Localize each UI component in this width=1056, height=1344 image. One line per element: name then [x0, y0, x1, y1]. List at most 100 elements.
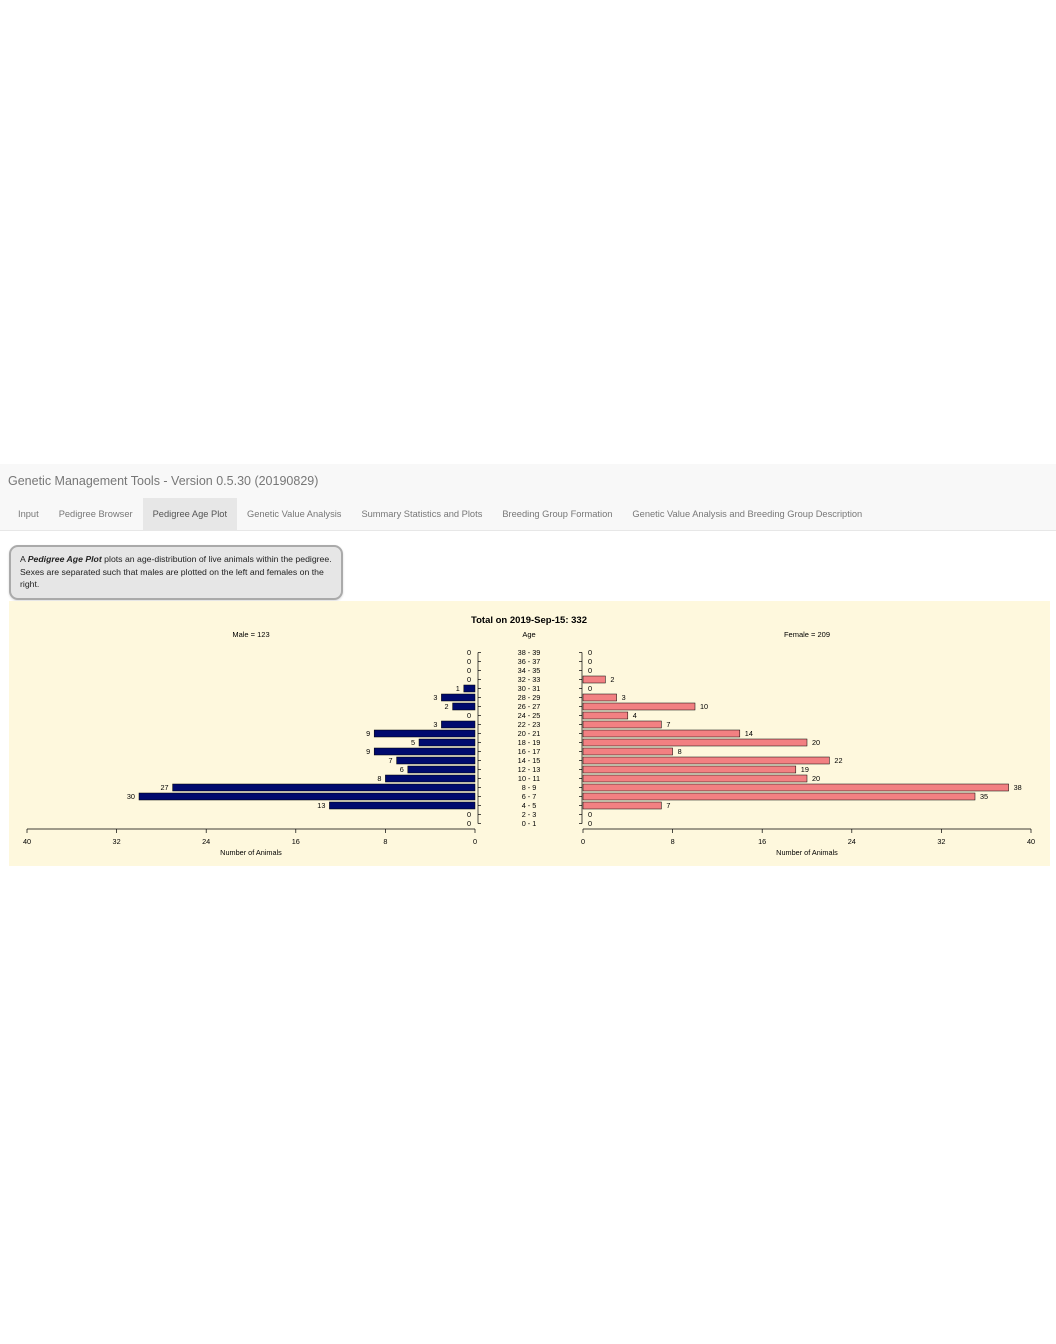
info-emphasis: Pedigree Age Plot	[27, 554, 102, 564]
age-tick-label: 0 - 1	[522, 819, 537, 828]
female-data-label: 0	[588, 648, 592, 657]
male-bar	[385, 774, 476, 783]
age-tick-label: 10 - 11	[518, 774, 540, 783]
female-bar	[582, 711, 629, 720]
male-bar	[441, 693, 476, 702]
tab-input[interactable]: Input	[18, 509, 39, 519]
female-series-label: Female = 209	[784, 630, 830, 639]
female-bar	[582, 747, 673, 756]
male-bar	[373, 747, 476, 756]
female-x-tick-label: 16	[758, 837, 766, 846]
female-data-label: 0	[588, 684, 592, 693]
male-data-label: 0	[467, 675, 471, 684]
tab-gva-breeding-group-description[interactable]: Genetic Value Analysis and Breeding Grou…	[632, 509, 863, 519]
female-data-label: 10	[700, 702, 708, 711]
male-data-label: 0	[467, 648, 471, 657]
info-text: plots an age-distribution of live animal…	[20, 554, 332, 589]
female-data-label: 0	[588, 657, 592, 666]
female-data-label: 19	[801, 765, 809, 774]
female-data-label: 35	[980, 792, 988, 801]
male-data-label: 7	[389, 756, 393, 765]
female-x-tick-label: 0	[581, 837, 585, 846]
info-lead: A	[20, 554, 28, 564]
female-bar	[582, 765, 797, 774]
male-x-tick-label: 40	[23, 837, 31, 846]
tab-pedigree-browser[interactable]: Pedigree Browser	[58, 509, 133, 519]
age-tick-label: 16 - 17	[518, 747, 541, 756]
female-bar	[582, 801, 662, 810]
male-bar	[452, 702, 476, 711]
female-bar	[582, 783, 1009, 792]
age-tick-label: 32 - 33	[518, 675, 541, 684]
female-bar	[582, 693, 617, 702]
female-bar	[582, 792, 976, 801]
female-x-axis-label: Number of Animals	[776, 848, 838, 857]
male-bar	[418, 738, 476, 747]
age-tick-label: 6 - 7	[522, 792, 537, 801]
age-tick-label: 8 - 9	[522, 783, 537, 792]
female-data-label: 22	[834, 756, 842, 765]
age-axis-label: Age	[522, 630, 535, 639]
male-data-label: 6	[400, 765, 404, 774]
male-bar	[172, 783, 476, 792]
male-data-label: 1	[456, 684, 460, 693]
age-tick-label: 4 - 5	[522, 801, 537, 810]
male-data-label: 30	[127, 792, 135, 801]
female-data-label: 0	[588, 810, 592, 819]
male-x-tick-label: 16	[292, 837, 300, 846]
female-x-tick-label: 40	[1027, 837, 1035, 846]
male-data-label: 3	[433, 720, 437, 729]
male-bar	[138, 792, 476, 801]
female-x-tick-label: 24	[848, 837, 856, 846]
female-bar	[582, 720, 662, 729]
male-data-label: 5	[411, 738, 415, 747]
age-tick-label: 28 - 29	[518, 693, 541, 702]
male-x-tick-label: 0	[473, 837, 477, 846]
male-data-label: 3	[433, 693, 437, 702]
tab-summary-statistics[interactable]: Summary Statistics and Plots	[361, 509, 483, 519]
tab-bar: Input Pedigree Browser Pedigree Age Plot…	[8, 498, 872, 530]
female-x-tick-label: 32	[937, 837, 945, 846]
tab-breeding-group-formation[interactable]: Breeding Group Formation	[502, 509, 613, 519]
male-data-label: 2	[445, 702, 449, 711]
age-tick-label: 22 - 23	[518, 720, 541, 729]
age-tick-label: 2 - 3	[522, 810, 537, 819]
female-data-label: 0	[588, 819, 592, 828]
age-tick-label: 14 - 15	[518, 756, 541, 765]
navbar: Genetic Management Tools - Version 0.5.3…	[0, 464, 1056, 531]
age-tick-label: 18 - 19	[518, 738, 541, 747]
female-bar	[582, 675, 606, 684]
tab-pedigree-age-plot[interactable]: Pedigree Age Plot	[142, 498, 238, 530]
pedigree-age-plot: Total on 2019-Sep-15: 332 Male = 123 Femal…	[9, 601, 1050, 866]
female-bar	[582, 729, 741, 738]
female-data-label: 20	[812, 738, 820, 747]
female-bar	[582, 702, 696, 711]
tab-genetic-value-analysis[interactable]: Genetic Value Analysis	[247, 509, 342, 519]
male-data-label: 13	[317, 801, 325, 810]
female-bar	[582, 774, 808, 783]
male-data-label: 27	[160, 783, 168, 792]
chart-title: Total on 2019-Sep-15: 332	[471, 615, 587, 626]
pyramid-chart: Total on 2019-Sep-15: 332 Male = 123 Femal…	[23, 615, 1035, 857]
female-bar	[582, 738, 808, 747]
male-data-label: 9	[366, 747, 370, 756]
male-x-axis-label: Number of Animals	[220, 848, 282, 857]
app: Genetic Management Tools - Version 0.5.3…	[0, 464, 1056, 868]
info-box: A Pedigree Age Plot plots an age-distrib…	[9, 545, 343, 600]
female-bar	[582, 756, 830, 765]
female-data-label: 2	[610, 675, 614, 684]
age-tick-label: 34 - 35	[518, 666, 541, 675]
male-bar	[463, 684, 476, 693]
female-data-label: 3	[622, 693, 626, 702]
female-data-label: 7	[666, 801, 670, 810]
male-bar	[329, 801, 476, 810]
male-x-tick-label: 24	[202, 837, 210, 846]
female-data-label: 0	[588, 666, 592, 675]
age-tick-label: 24 - 25	[518, 711, 541, 720]
age-tick-label: 36 - 37	[518, 657, 541, 666]
male-bar	[373, 729, 476, 738]
male-data-label: 0	[467, 711, 471, 720]
age-tick-label: 12 - 13	[518, 765, 541, 774]
female-data-label: 8	[678, 747, 682, 756]
age-tick-label: 20 - 21	[518, 729, 541, 738]
